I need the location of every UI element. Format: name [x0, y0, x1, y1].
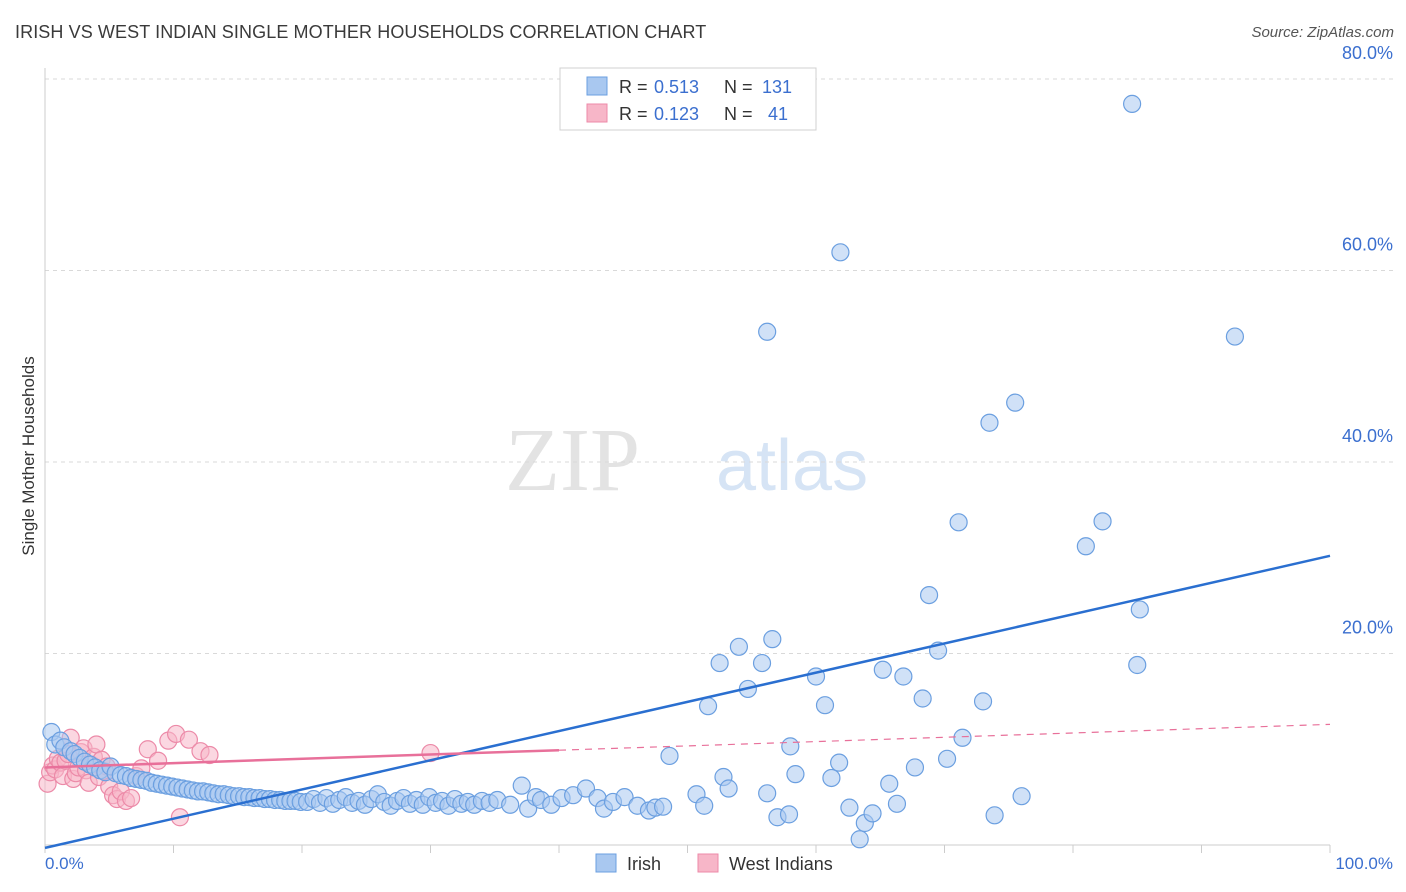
west-indians-n-value: 41	[768, 104, 788, 124]
west-indians-n-label: N =	[724, 104, 753, 124]
irish-point	[763, 630, 782, 649]
irish-point	[779, 805, 799, 824]
irish-point	[980, 413, 999, 432]
irish-n-label: N =	[724, 77, 753, 97]
irish-point	[815, 696, 835, 715]
west-indians-point	[148, 751, 168, 770]
irish-point	[729, 637, 749, 656]
y-axis-label: Single Mother Households	[19, 356, 38, 555]
west-indians-point	[179, 730, 199, 749]
irish-point	[1123, 94, 1142, 113]
irish-r-value: 0.513	[654, 77, 699, 97]
irish-point	[1012, 787, 1031, 806]
irish-point	[698, 697, 718, 716]
irish-point	[653, 797, 673, 816]
irish-n-value: 131	[762, 77, 792, 97]
irish-point	[615, 788, 634, 807]
irish-point	[840, 798, 859, 817]
west-indians-r-value: 0.123	[654, 104, 699, 124]
y-tick-label: 80.0%	[1342, 43, 1393, 63]
irish-trend-line	[44, 554, 1331, 850]
chart-title: IRISH VS WEST INDIAN SINGLE MOTHER HOUSE…	[15, 22, 707, 42]
irish-point	[949, 513, 968, 532]
irish-points	[42, 94, 1245, 849]
irish-point	[905, 758, 925, 777]
y-tick-label: 20.0%	[1342, 618, 1393, 638]
legend-west-indians-label: West Indians	[729, 854, 833, 874]
irish-point	[719, 779, 738, 798]
irish-point	[758, 322, 777, 341]
irish-point	[953, 728, 972, 747]
irish-point	[873, 660, 892, 679]
y-tick-labels: 20.0% 40.0% 60.0% 80.0%	[1342, 43, 1393, 638]
west-indians-trend-line	[44, 748, 560, 769]
irish-point	[887, 794, 907, 813]
legend-irish-label: Irish	[627, 854, 661, 874]
irish-point	[1130, 600, 1149, 619]
irish-point	[985, 806, 1004, 825]
irish-point	[831, 243, 850, 262]
west-indians-r-label: R =	[619, 104, 648, 124]
irish-point	[919, 585, 939, 605]
west-indians-point	[138, 740, 157, 759]
west-indians-point	[121, 788, 141, 808]
irish-point	[880, 774, 899, 793]
irish-point	[660, 746, 679, 766]
irish-point	[786, 765, 805, 784]
trend-lines	[44, 554, 1331, 850]
irish-point	[752, 653, 772, 673]
irish-point	[781, 737, 800, 756]
irish-point	[863, 804, 882, 823]
irish-point	[1128, 655, 1147, 675]
irish-point	[695, 796, 714, 815]
irish-point	[1093, 512, 1112, 531]
watermark-atlas: atlas	[716, 426, 868, 506]
grid-lines	[45, 78, 1393, 654]
irish-point	[973, 692, 993, 711]
irish-point	[894, 667, 913, 686]
correlation-legend: R = 0.513 N = 131 R = 0.123 N = 41	[559, 67, 817, 131]
irish-point	[758, 784, 777, 803]
irish-point	[1225, 327, 1245, 346]
irish-r-label: R =	[619, 77, 648, 97]
irish-point	[501, 795, 520, 814]
source-label: Source: ZipAtlas.com	[1251, 24, 1394, 41]
west-indians-point	[200, 745, 219, 765]
irish-point	[1006, 393, 1025, 412]
y-tick-label: 40.0%	[1342, 426, 1393, 446]
legend-west-indians-swatch	[697, 853, 719, 873]
irish-point	[937, 749, 957, 768]
irish-point	[830, 753, 849, 772]
west-indians-legend-swatch	[586, 103, 608, 123]
series-legend: Irish West Indians	[595, 853, 833, 874]
west-indians-point	[87, 735, 106, 754]
irish-point	[850, 830, 869, 849]
irish-legend-swatch	[586, 76, 608, 96]
y-tick-label: 60.0%	[1342, 235, 1393, 255]
x-tick-label-max: 100.0%	[1335, 854, 1393, 873]
irish-point	[710, 653, 729, 673]
irish-point	[822, 768, 841, 788]
west-indians-trend-extension	[558, 723, 1331, 751]
irish-point	[913, 689, 932, 708]
legend-irish-swatch	[595, 853, 617, 873]
x-ticks	[44, 845, 1331, 853]
x-tick-label-min: 0.0%	[45, 854, 84, 873]
irish-point	[1076, 537, 1095, 556]
irish-point	[512, 776, 531, 795]
watermark-zip: ZIP	[505, 411, 640, 510]
